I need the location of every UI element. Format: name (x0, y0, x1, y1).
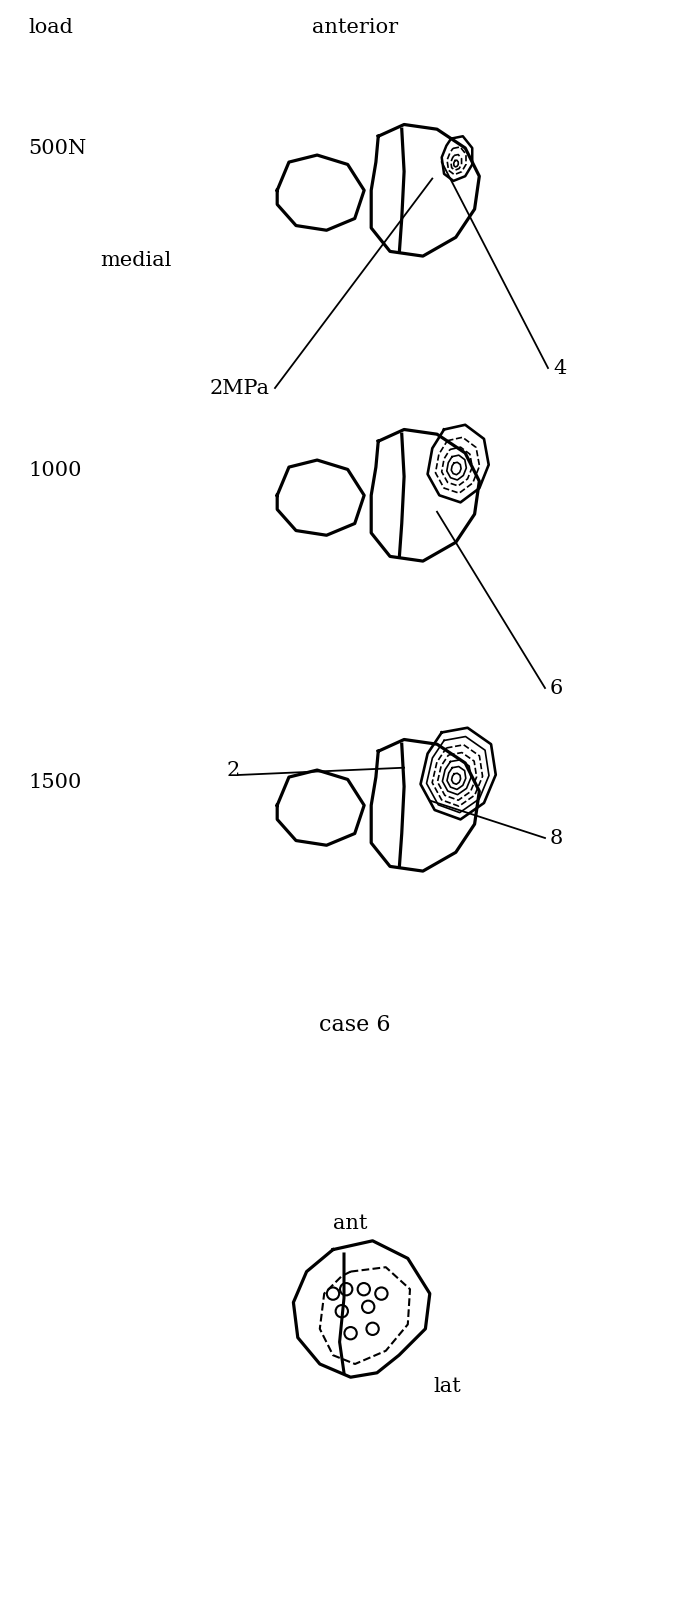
Text: 1500: 1500 (28, 772, 82, 791)
Text: 4: 4 (553, 358, 566, 377)
Text: ant: ant (334, 1213, 368, 1233)
Text: 6: 6 (550, 679, 563, 698)
Text: case 6: case 6 (319, 1014, 390, 1035)
Text: 1000: 1000 (28, 461, 82, 480)
Text: 8: 8 (550, 828, 563, 847)
Text: 2MPa: 2MPa (210, 379, 270, 398)
Text: 2: 2 (226, 761, 240, 780)
Text: lat: lat (434, 1377, 461, 1395)
Text: anterior: anterior (312, 18, 398, 37)
Text: 500N: 500N (28, 138, 86, 157)
Text: medial: medial (100, 250, 171, 270)
Text: load: load (28, 18, 73, 37)
